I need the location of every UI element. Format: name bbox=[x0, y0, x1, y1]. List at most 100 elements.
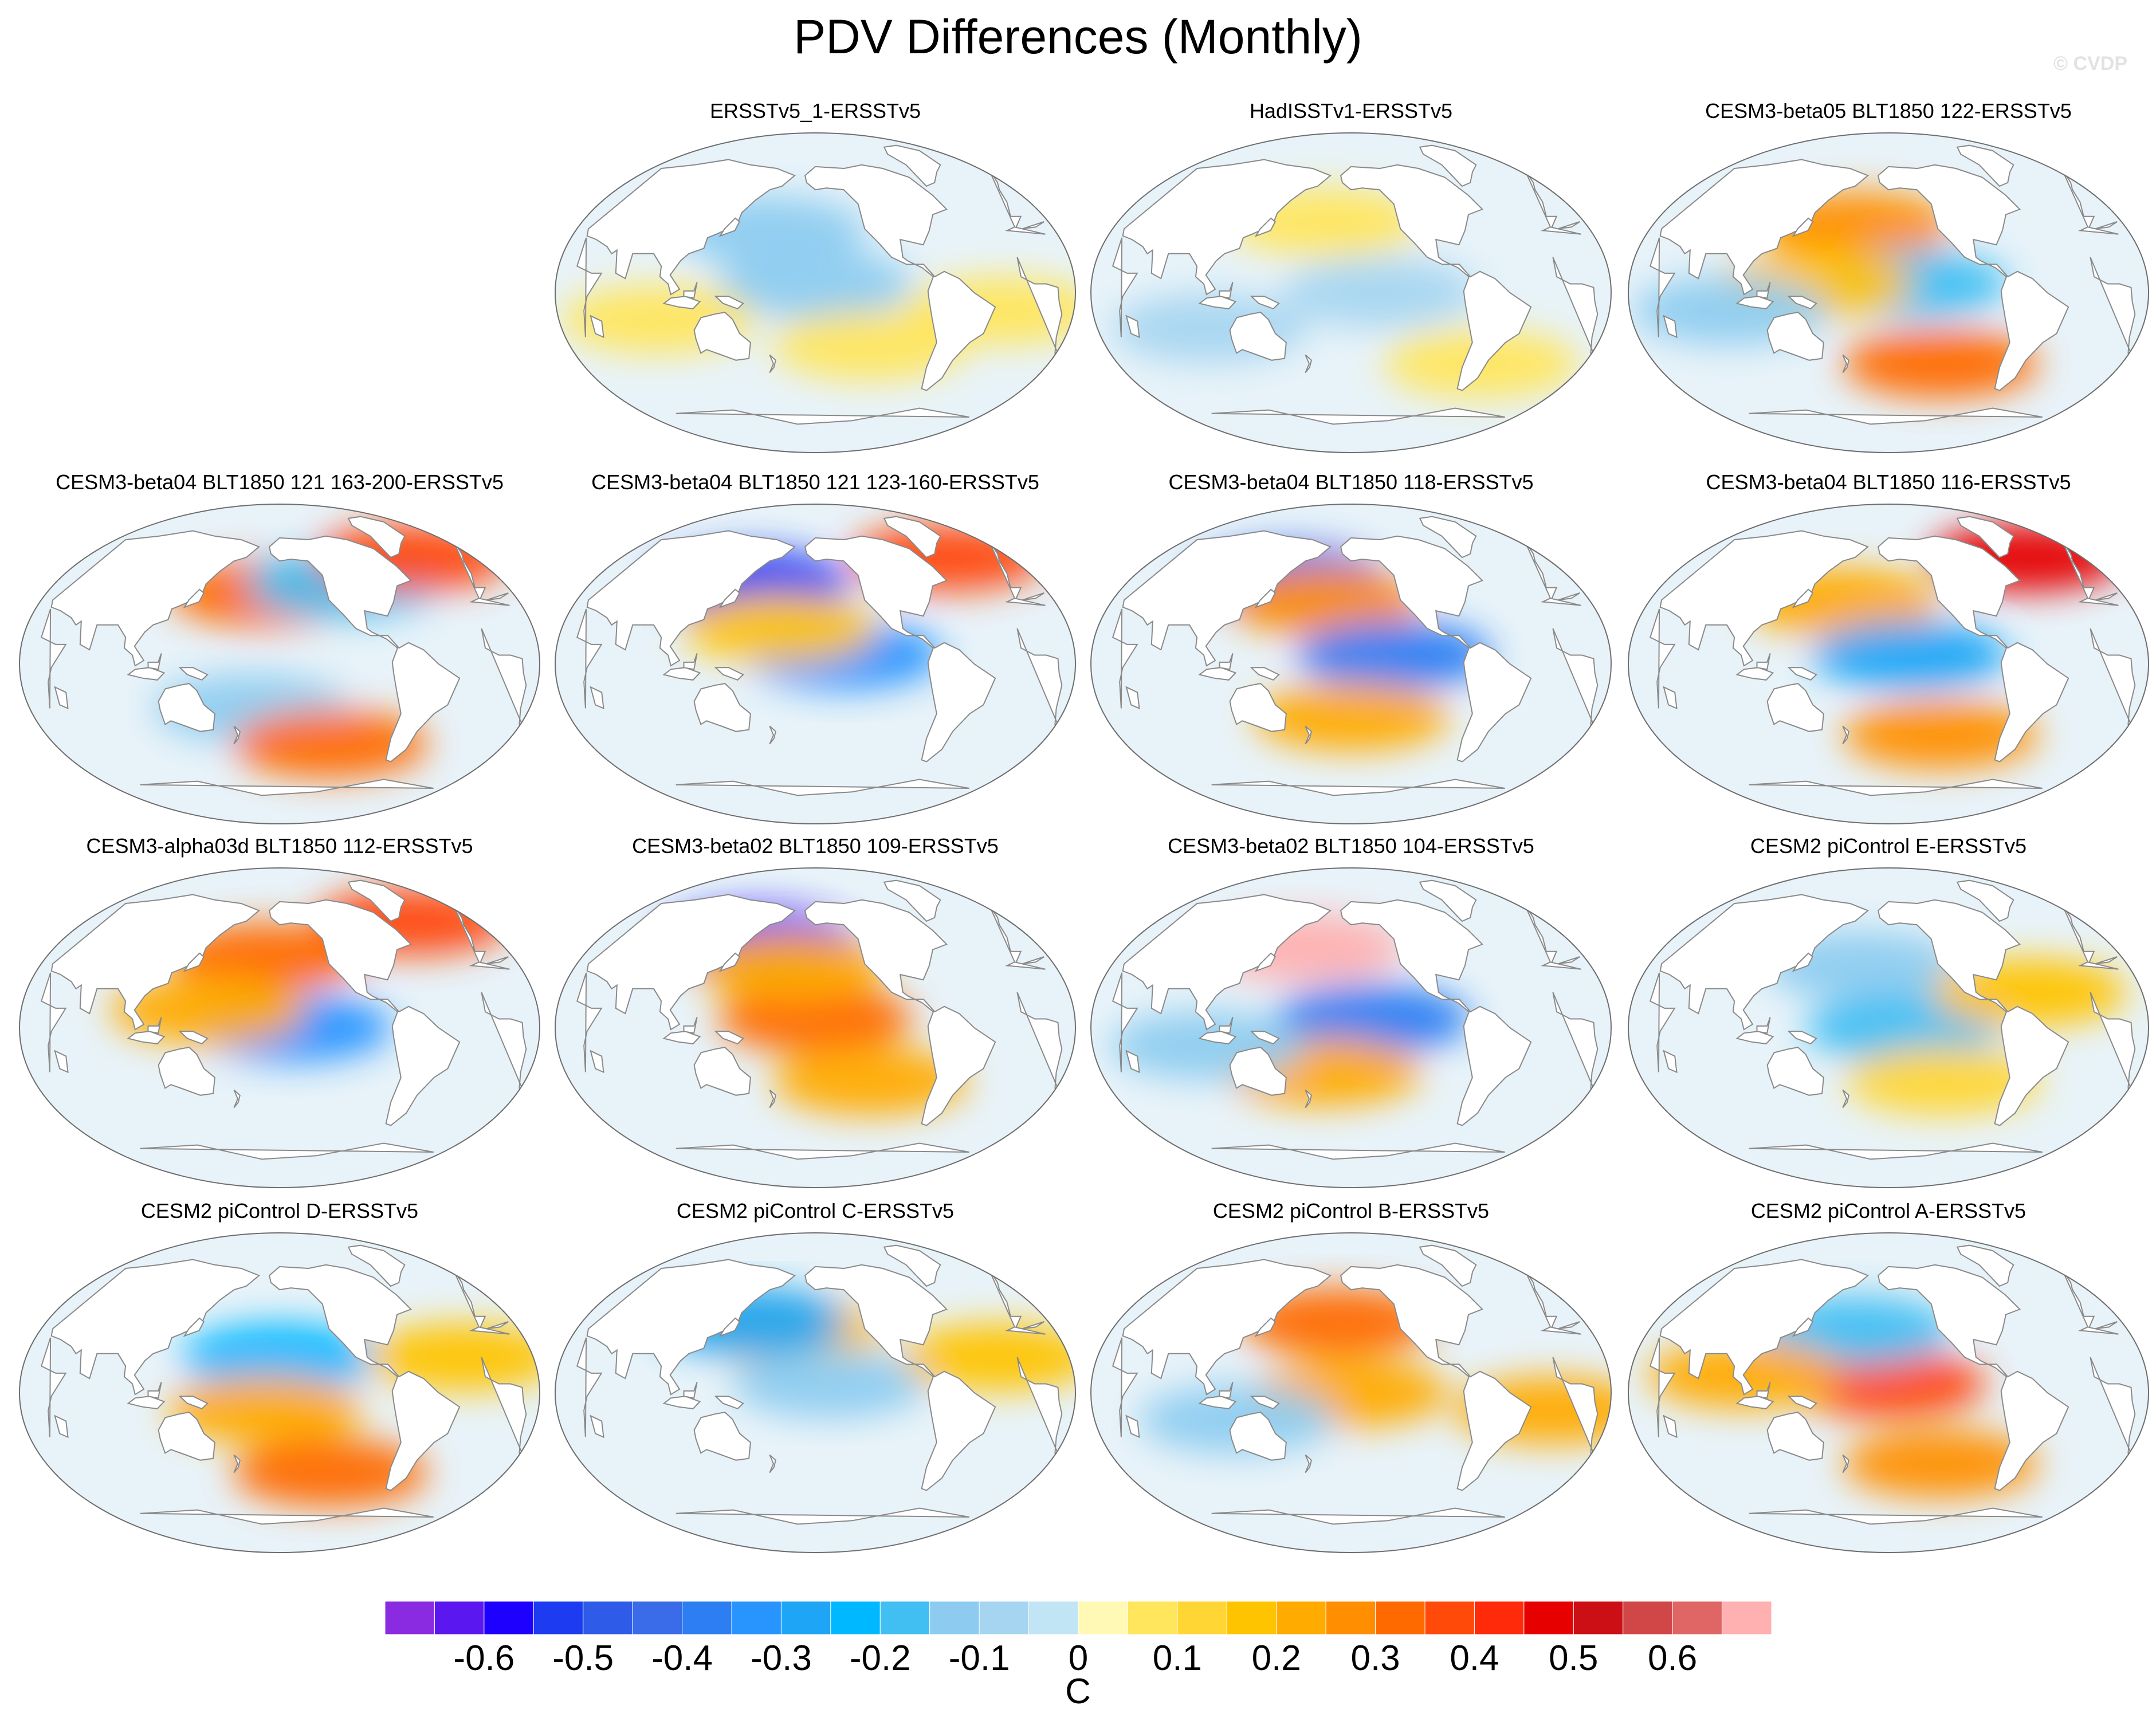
anomaly-region bbox=[1254, 683, 1448, 752]
land-madagascar bbox=[54, 686, 69, 710]
colorbar-swatch bbox=[929, 1601, 980, 1634]
anomaly-region bbox=[233, 1438, 428, 1507]
colorbar-swatch bbox=[1375, 1601, 1425, 1634]
land-nz bbox=[233, 1454, 241, 1473]
land-greenland bbox=[1419, 879, 1477, 922]
land-borneo bbox=[1756, 1017, 1771, 1034]
land-antarctica bbox=[1749, 407, 2043, 425]
anomaly-region bbox=[772, 312, 968, 380]
colorbar-swatch bbox=[1325, 1601, 1376, 1634]
colorbar-swatch bbox=[879, 1601, 930, 1634]
land-australia bbox=[693, 312, 751, 361]
panel-title: CESM3-beta04 BLT1850 121 163-200-ERSSTv5 bbox=[56, 470, 504, 494]
colorbar-swatch bbox=[385, 1601, 435, 1634]
land-australia bbox=[693, 683, 751, 732]
land-greenland bbox=[1419, 144, 1477, 187]
land-americas bbox=[1877, 1264, 2069, 1491]
land-americas bbox=[1877, 899, 2069, 1126]
land-africa bbox=[1112, 226, 1599, 354]
land-nz bbox=[1842, 1454, 1849, 1473]
map-panel: CESM3-beta05 BLT1850 122-ERSSTv5 bbox=[1620, 99, 2156, 465]
anomaly-region bbox=[682, 594, 878, 663]
global-map bbox=[19, 1232, 540, 1553]
map-panel: CESM3-beta02 BLT1850 109-ERSSTv5 bbox=[547, 834, 1083, 1200]
land-madagascar bbox=[590, 1414, 604, 1439]
land-greenland bbox=[347, 1244, 406, 1287]
map-border bbox=[19, 1232, 540, 1553]
land-greenland bbox=[1956, 1244, 2014, 1287]
land-madagascar bbox=[1663, 315, 1678, 339]
land-africa bbox=[1649, 961, 2136, 1089]
land-antarctica bbox=[140, 779, 434, 796]
land-borneo bbox=[683, 1017, 698, 1034]
colorbar-tick-label: 0.4 bbox=[1450, 1638, 1499, 1678]
land-australia bbox=[1229, 312, 1287, 361]
colorbar-tick-label: 0.2 bbox=[1251, 1638, 1301, 1678]
anomaly-region bbox=[1791, 1349, 1986, 1418]
colorbar-tick-label: 0.6 bbox=[1648, 1638, 1698, 1678]
land-newguinea bbox=[1250, 667, 1280, 681]
land-africa bbox=[40, 961, 527, 1089]
colorbar-tick-label: -0.5 bbox=[552, 1638, 614, 1678]
land-africa bbox=[576, 598, 1063, 725]
map-border bbox=[555, 867, 1076, 1188]
map-border bbox=[19, 867, 540, 1188]
panel-title: HadISSTv1-ERSSTv5 bbox=[1249, 99, 1453, 123]
land-australia bbox=[1766, 1047, 1824, 1096]
map-border bbox=[1628, 504, 2149, 824]
anomaly-region bbox=[233, 709, 428, 779]
land-newguinea bbox=[714, 296, 744, 310]
map-border bbox=[1628, 1232, 2149, 1553]
page-title: PDV Differences (Monthly) bbox=[794, 10, 1362, 64]
land-africa bbox=[40, 1326, 527, 1454]
land-borneo bbox=[1219, 1382, 1234, 1399]
land-madagascar bbox=[590, 315, 604, 339]
colorbar-tick-label: -0.4 bbox=[651, 1638, 713, 1678]
global-map bbox=[1090, 132, 1612, 453]
land-borneo bbox=[147, 653, 162, 670]
land-newguinea bbox=[1250, 1396, 1280, 1410]
land-japan bbox=[718, 217, 740, 237]
colorbar-swatch bbox=[1523, 1601, 1574, 1634]
land-japan bbox=[183, 588, 205, 608]
land-indonesia bbox=[662, 296, 701, 309]
land-nz bbox=[769, 354, 776, 374]
colorbar-swatch bbox=[484, 1601, 534, 1634]
land-japan bbox=[1792, 588, 1813, 608]
map-panel: CESM3-alpha03d BLT1850 112-ERSSTv5 bbox=[11, 834, 548, 1200]
land-greenland bbox=[347, 879, 406, 922]
colorbar-tick-label: 0.1 bbox=[1152, 1638, 1202, 1678]
land-nz bbox=[233, 725, 241, 745]
map-panel: CESM2 piControl B-ERSSTv5 bbox=[1083, 1199, 1619, 1565]
land-africa bbox=[576, 226, 1063, 354]
land-americas bbox=[1877, 535, 2069, 763]
land-antarctica bbox=[1749, 1507, 2043, 1525]
map-panel: CESM3-beta04 BLT1850 118-ERSSTv5 bbox=[1083, 470, 1619, 836]
land-borneo bbox=[1756, 1382, 1771, 1399]
land-nz bbox=[769, 1454, 776, 1473]
global-map bbox=[19, 867, 540, 1188]
colorbar-swatch bbox=[1623, 1601, 1673, 1634]
colorbar bbox=[385, 1601, 1772, 1634]
land-australia bbox=[1229, 1047, 1287, 1096]
land-madagascar bbox=[1125, 1414, 1140, 1439]
land-borneo bbox=[683, 282, 698, 299]
colorbar-swatch bbox=[731, 1601, 781, 1634]
land-nz bbox=[769, 725, 776, 745]
colorbar-swatch bbox=[1078, 1601, 1128, 1634]
land-newguinea bbox=[1787, 1396, 1817, 1410]
map-border bbox=[1628, 132, 2149, 453]
land-newguinea bbox=[1787, 1031, 1817, 1045]
map-border bbox=[555, 504, 1076, 824]
land-japan bbox=[1792, 952, 1813, 972]
land-borneo bbox=[1219, 653, 1234, 670]
land-greenland bbox=[1956, 144, 2014, 187]
land-japan bbox=[718, 1317, 740, 1337]
land-madagascar bbox=[1663, 1414, 1678, 1439]
land-indonesia bbox=[127, 667, 166, 681]
land-borneo bbox=[1219, 282, 1234, 299]
colorbar-swatch bbox=[830, 1601, 881, 1634]
land-nz bbox=[1842, 354, 1849, 374]
land-newguinea bbox=[178, 667, 209, 681]
land-americas bbox=[1877, 164, 2069, 391]
